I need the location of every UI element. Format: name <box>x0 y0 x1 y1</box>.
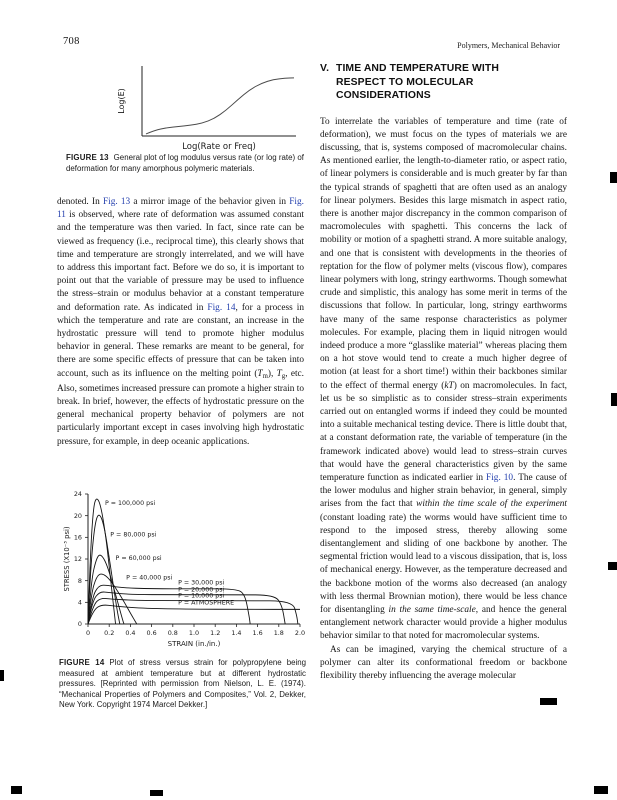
y-tick-label: 24 <box>74 490 82 498</box>
series-label: P = 30,000 psi <box>178 579 224 586</box>
series-label: P = 10,000 psi <box>178 592 224 599</box>
figure13-caption: FIGURE 13 General plot of log modulus ver… <box>66 153 304 174</box>
y-tick-label: 20 <box>74 512 82 520</box>
x-tick-label: 1.4 <box>231 629 241 637</box>
figure14-caption-text: Plot of stress versus strain for polypro… <box>59 658 306 710</box>
x-tick-label: 1.8 <box>274 629 284 637</box>
figure-ref-link[interactable]: Fig. 14 <box>207 302 236 313</box>
x-tick-label: 0 <box>86 629 90 637</box>
x-tick-label: 1.0 <box>189 629 199 637</box>
text-segment: To interrelate the variables of temperat… <box>320 116 567 391</box>
x-tick-label: 0.4 <box>125 629 135 637</box>
right-column: V. TIME AND TEMPERATURE WITH RESPECT TO … <box>320 62 567 683</box>
text-segment: within the time scale of the experiment <box>416 499 567 510</box>
y-tick-label: 12 <box>74 555 82 563</box>
y-tick-label: 16 <box>74 534 82 542</box>
series-curve <box>87 498 117 625</box>
figure14-caption-label: FIGURE 14 <box>59 658 105 667</box>
figure13-caption-text: General plot of log modulus versus rate … <box>66 153 304 173</box>
x-axis-label: STRAIN (in./in.) <box>168 640 221 648</box>
text-segment: ) on macromolecules. In fact, let us be … <box>320 380 567 483</box>
modulus-curve <box>145 77 295 135</box>
text-segment: T <box>276 368 282 379</box>
section-title: TIME AND TEMPERATURE WITH RESPECT TO MOL… <box>336 63 499 101</box>
x-tick-label: 1.6 <box>253 629 263 637</box>
x-tick-label: 0.6 <box>147 629 157 637</box>
text-segment: , etc. Also, sometimes increased pressur… <box>57 368 304 447</box>
text-segment: in the same time-scale <box>388 605 476 616</box>
y-axis-label: Log(E) <box>117 88 126 114</box>
y-tick-label: 0 <box>78 620 82 628</box>
series-curve <box>87 554 125 625</box>
text-segment: (constant loading rate) the worms would … <box>320 512 567 616</box>
scan-artifact <box>11 786 22 794</box>
page-number: 708 <box>63 36 80 47</box>
running-head: Polymers, Mechanical Behavior <box>457 41 560 50</box>
text-segment: a mirror image of the behavior given in <box>130 197 290 207</box>
scan-artifact <box>540 698 557 705</box>
text-segment: . The cause of the lower modulus and hig… <box>320 472 567 510</box>
figure-ref-link[interactable]: Fig. 11 <box>57 197 304 221</box>
x-tick-label: 0.2 <box>104 629 114 637</box>
section-number: V. <box>320 63 330 74</box>
series-curve <box>87 598 299 625</box>
section-heading: V. TIME AND TEMPERATURE WITH RESPECT TO … <box>320 62 567 103</box>
left-column-paragraph: denoted. In Fig. 13 a mirror image of th… <box>57 196 304 449</box>
x-tick-label: 1.2 <box>210 629 220 637</box>
scan-artifact <box>594 786 608 794</box>
x-axis-label: Log(Rate or Freq) <box>182 142 256 152</box>
y-tick-label: 4 <box>78 599 82 607</box>
scan-artifact <box>608 562 617 570</box>
text-segment: T <box>257 368 263 379</box>
text-segment: , and hence the general entanglement net… <box>320 605 568 642</box>
figure13-plot: Log(E) Log(Rate or Freq) <box>117 66 296 152</box>
series-curve <box>87 573 138 625</box>
text-segment: is observed, where rate of deformation w… <box>57 210 304 313</box>
series-label: P = 20,000 psi <box>178 587 224 594</box>
figure-ref-link[interactable]: Fig. 10 <box>486 472 514 483</box>
right-paragraph-2: As can be imagined, varying the chemical… <box>320 644 567 684</box>
text-segment: g <box>281 372 286 380</box>
text-segment: kT <box>444 380 454 391</box>
y-axis-label: STRESS (X10⁻³ psi) <box>63 526 71 591</box>
figure13-caption-label: FIGURE 13 <box>66 153 109 162</box>
series-label: P = 40,000 psi <box>126 575 172 582</box>
figure-ref-link[interactable]: Fig. 13 <box>102 197 131 207</box>
figure14-plot: 0 0.2 0.4 0.6 0.8 1.0 1.2 1.4 1.6 1.8 2.0 0 4 8 12 16 20… <box>63 490 305 648</box>
scan-artifact <box>0 670 4 681</box>
series-label: P = 80,000 psi <box>110 531 156 538</box>
series-label: P = 100,000 psi <box>105 500 155 507</box>
series-curve <box>87 591 286 625</box>
y-tick-label: 8 <box>78 577 82 585</box>
x-tick-label: 0.8 <box>168 629 178 637</box>
x-tick-label: 2.0 <box>295 629 305 637</box>
series-label: P = ATMOSPHERE <box>178 600 234 607</box>
text-segment: As can be imagined, varying the chemical… <box>320 644 567 682</box>
scan-artifact <box>611 393 617 406</box>
scan-artifact <box>150 790 163 796</box>
figure14-caption: FIGURE 14 Plot of stress versus strain fo… <box>59 658 306 711</box>
text-segment: ), <box>267 368 277 379</box>
series-label: P = 60,000 psi <box>116 555 162 562</box>
text-segment: denoted. In <box>57 197 103 207</box>
right-paragraph-1: To interrelate the variables of temperat… <box>320 116 567 644</box>
text-segment: , for a process in which the temperature… <box>57 302 305 379</box>
series-curve <box>87 584 251 625</box>
text-segment: m <box>262 372 268 380</box>
series-curve <box>87 604 300 625</box>
scan-artifact <box>610 172 617 183</box>
